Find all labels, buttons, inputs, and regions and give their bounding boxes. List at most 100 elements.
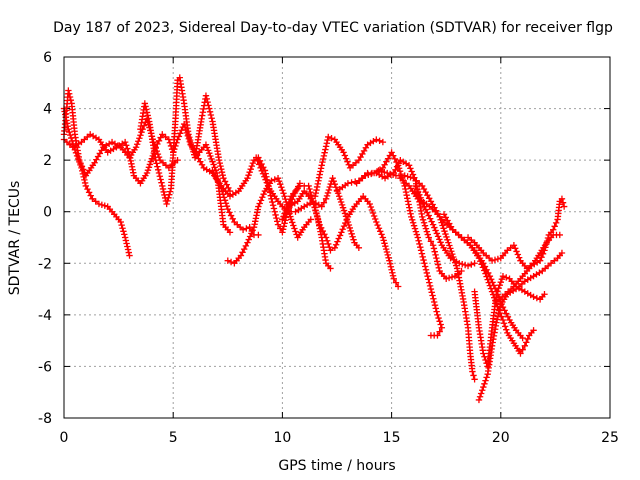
sample-marker [491, 256, 499, 264]
sample-marker [164, 197, 171, 205]
sample-marker [203, 144, 211, 151]
chart-title: Day 187 of 2023, Sidereal Day-to-day VTE… [53, 20, 613, 36]
sample-marker [434, 233, 442, 240]
sample-marker [124, 243, 131, 250]
sample-marker [331, 181, 339, 188]
sample-marker [92, 198, 99, 205]
sample-marker [219, 171, 226, 179]
sample-marker [249, 159, 257, 167]
sample-marker [282, 217, 289, 224]
data-point [394, 162, 402, 169]
sample-marker [156, 173, 164, 180]
sample-marker [323, 140, 331, 147]
sample-marker [154, 166, 162, 174]
sample-marker [496, 282, 503, 289]
sample-marker [208, 115, 215, 122]
sample-marker [402, 188, 410, 196]
sample-marker [146, 161, 154, 168]
data-point [244, 174, 251, 182]
sample-marker [340, 222, 348, 230]
data-point [126, 252, 133, 259]
sample-marker [280, 213, 287, 220]
sample-marker [332, 184, 340, 191]
sample-marker [227, 212, 235, 219]
sample-marker [348, 179, 355, 186]
sample-marker [242, 242, 250, 250]
sample-marker [314, 180, 321, 188]
sample-marker [343, 216, 350, 224]
sample-marker [187, 139, 195, 147]
sample-marker [212, 173, 219, 180]
sample-marker [176, 130, 184, 137]
sample-marker [203, 95, 210, 103]
sample-marker [118, 221, 125, 229]
sample-marker [496, 307, 503, 314]
sample-marker [418, 197, 426, 204]
sample-marker [218, 165, 225, 173]
sample-marker [186, 136, 194, 144]
data-point [480, 260, 487, 267]
sample-marker [270, 205, 278, 212]
sample-marker [205, 102, 212, 109]
y-tick-label: -2 [38, 256, 52, 272]
sample-marker [340, 207, 348, 214]
data-point [224, 205, 231, 213]
sample-marker [542, 244, 549, 251]
data-point [517, 350, 524, 357]
sample-marker [368, 206, 376, 214]
sample-marker [312, 207, 319, 214]
sample-marker [264, 182, 272, 189]
data-point [95, 200, 103, 208]
data-point [550, 226, 557, 233]
data-point [379, 138, 387, 146]
series-arc-21 [493, 195, 568, 306]
sample-marker [422, 206, 430, 213]
sample-marker [260, 190, 267, 198]
sample-marker [313, 210, 320, 217]
sample-marker [248, 230, 255, 237]
sample-marker [424, 272, 431, 280]
sample-marker [307, 188, 314, 196]
series-line [356, 151, 443, 337]
sample-marker [392, 279, 400, 286]
sample-marker [124, 145, 131, 152]
sample-marker [142, 103, 149, 110]
sample-marker [413, 185, 421, 193]
data-point [375, 167, 382, 174]
data-point [344, 180, 352, 187]
series-arc-3 [60, 120, 234, 236]
sample-marker [402, 185, 409, 193]
sample-marker [269, 198, 276, 206]
sample-marker [292, 228, 299, 235]
sample-marker [524, 335, 531, 343]
sample-marker [405, 201, 412, 208]
sample-marker [320, 199, 328, 206]
sample-marker [272, 211, 279, 219]
data-point [287, 216, 295, 223]
sample-marker [325, 186, 333, 194]
sample-marker [243, 225, 250, 232]
y-tick-label: -8 [38, 411, 52, 427]
sample-marker [417, 247, 425, 254]
data-point [202, 141, 210, 148]
data-point [355, 244, 363, 252]
data-point [159, 131, 166, 138]
sample-marker [416, 240, 423, 248]
data-point [480, 350, 487, 357]
sample-marker [158, 179, 165, 186]
sample-marker [391, 155, 399, 163]
sample-marker [259, 194, 266, 201]
data-point [429, 242, 437, 249]
data-point [163, 200, 170, 208]
sample-marker [339, 226, 346, 233]
series-arc-4 [137, 74, 234, 208]
sample-marker [408, 168, 415, 175]
sample-marker [349, 233, 356, 240]
sample-marker [227, 258, 235, 266]
sample-marker [321, 149, 328, 156]
sample-marker [420, 256, 427, 264]
data-point [143, 169, 151, 177]
data-point [89, 195, 96, 203]
sample-marker [339, 204, 347, 211]
sample-marker [496, 304, 504, 311]
